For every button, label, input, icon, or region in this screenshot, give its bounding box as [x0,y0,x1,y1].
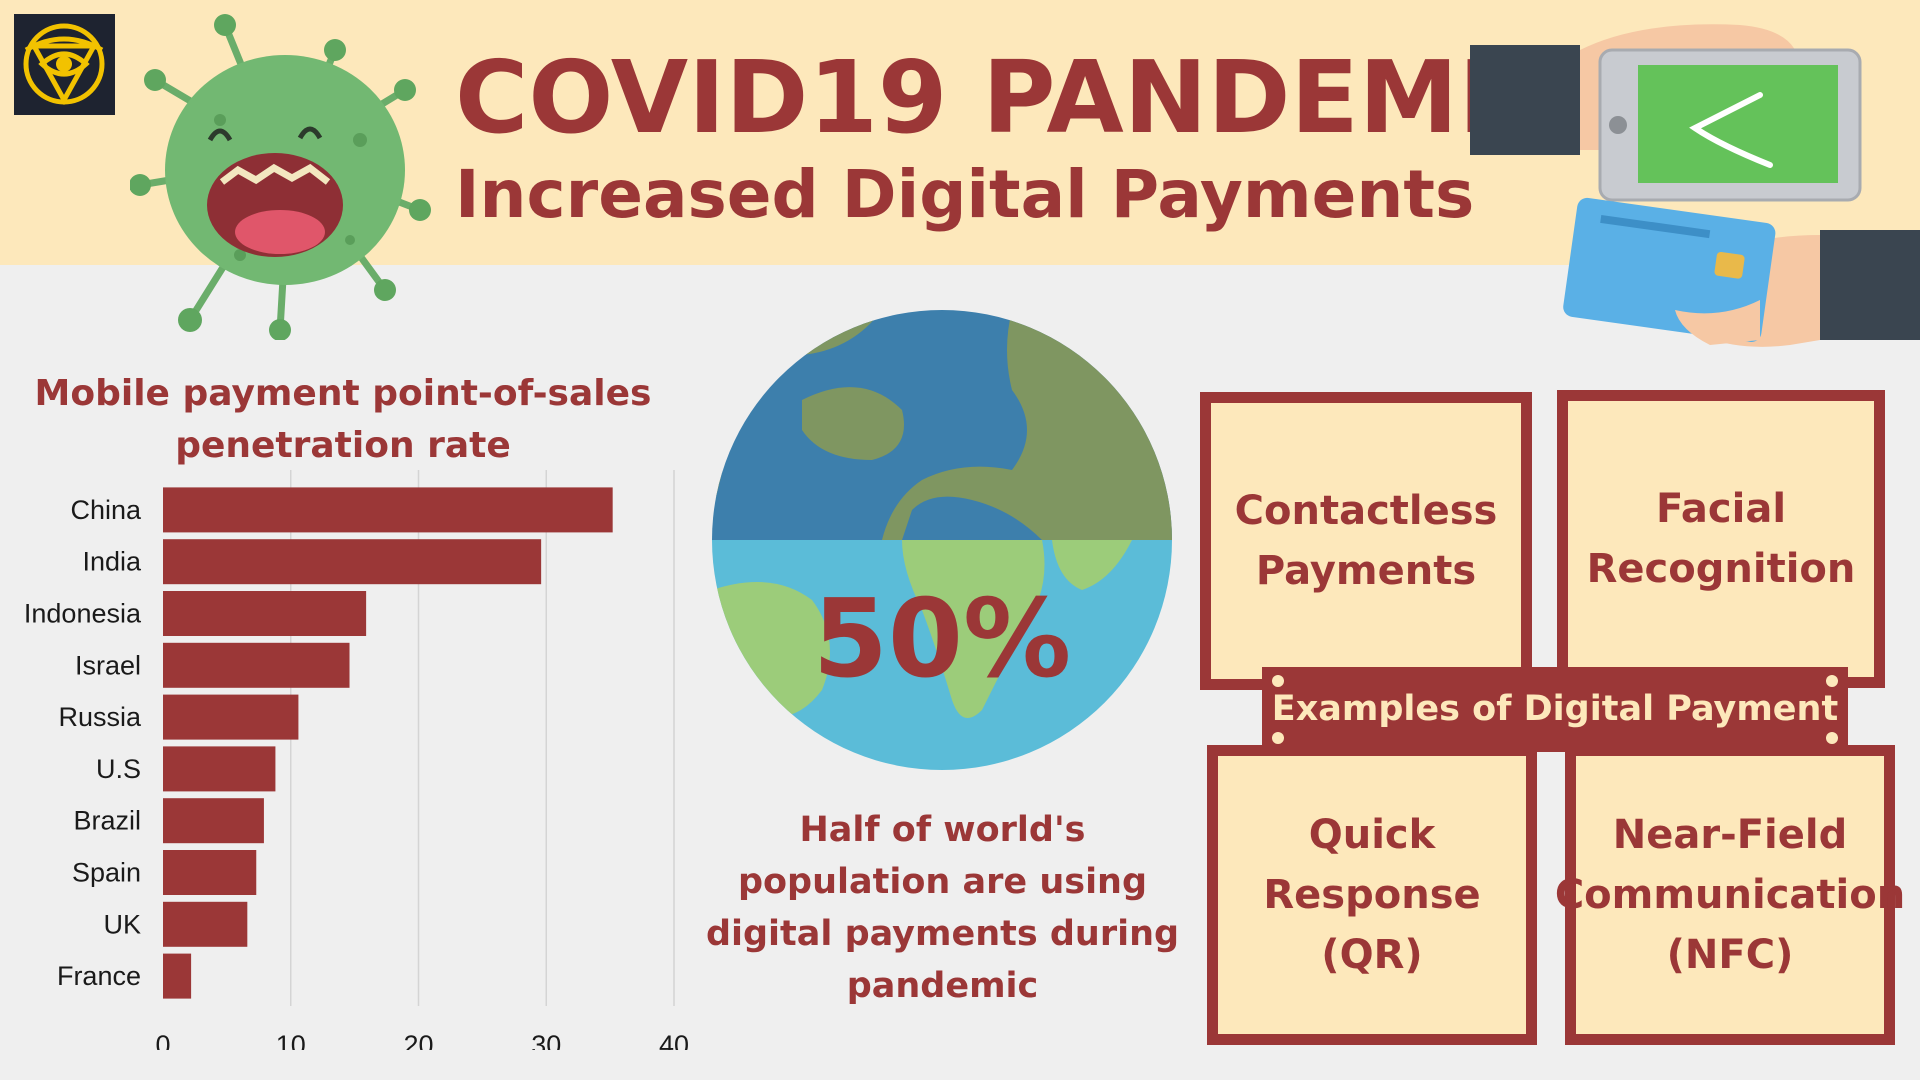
bar [163,901,248,947]
example-facial-box: Facial Recognition [1557,390,1885,688]
bar [163,694,299,740]
example-contactless-box: Contactless Payments [1200,392,1532,690]
x-tick-label: 0 [155,1030,170,1050]
bar [163,591,367,636]
x-tick-label: 30 [531,1030,561,1050]
bar [163,642,350,688]
label-dot [1272,675,1284,687]
category-label: Russia [58,702,142,732]
example-qr-label: Quick Response (QR) [1263,812,1481,978]
examples-label: Examples of Digital Payment [1262,667,1848,752]
example-contactless-label: Contactless Payments [1234,488,1498,594]
page-subtitle: Increased Digital Payments [455,156,1475,233]
virus-character-icon [130,10,450,340]
category-label: Israel [75,650,141,680]
bar-chart: 0 10 20 30 40 China India Indonesia Israel Russia… [0,470,700,1050]
x-tick-label: 20 [403,1030,433,1050]
bar [163,746,276,792]
category-label: U.S [96,754,141,784]
category-label: UK [103,909,141,939]
category-label: Spain [72,858,141,888]
bar [163,953,192,999]
x-tick-label: 10 [276,1030,306,1050]
example-nfc-box: Near-Field Communication (NFC) [1555,745,1905,1045]
category-label: Brazil [73,806,141,836]
phone-and-card-hands-icon [1460,10,1920,365]
bar [163,850,257,895]
label-dot [1272,732,1284,744]
label-dot [1826,675,1838,687]
example-qr-box: Quick Response (QR) [1207,745,1537,1045]
globe-caption: Half of world's population are using dig… [705,810,1180,1006]
category-label: Indonesia [24,599,142,629]
category-label: China [70,495,142,525]
globe-icon [712,310,1172,770]
eye-triangle-logo-icon [14,14,115,115]
example-nfc-label: Near-Field Communication (NFC) [1554,812,1906,978]
chart-title: Mobile payment point-of-sales penetratio… [34,373,652,466]
bar [163,539,542,585]
example-facial-label: Facial Recognition [1586,486,1856,592]
bar [163,798,264,844]
page-title: COVID19 PANDEMIC [455,39,1569,156]
bar [163,487,613,533]
category-label: France [57,961,141,991]
label-dot [1826,732,1838,744]
percent-label: 50% [812,577,1072,702]
x-tick-label: 40 [659,1030,689,1050]
category-label: India [82,547,142,577]
